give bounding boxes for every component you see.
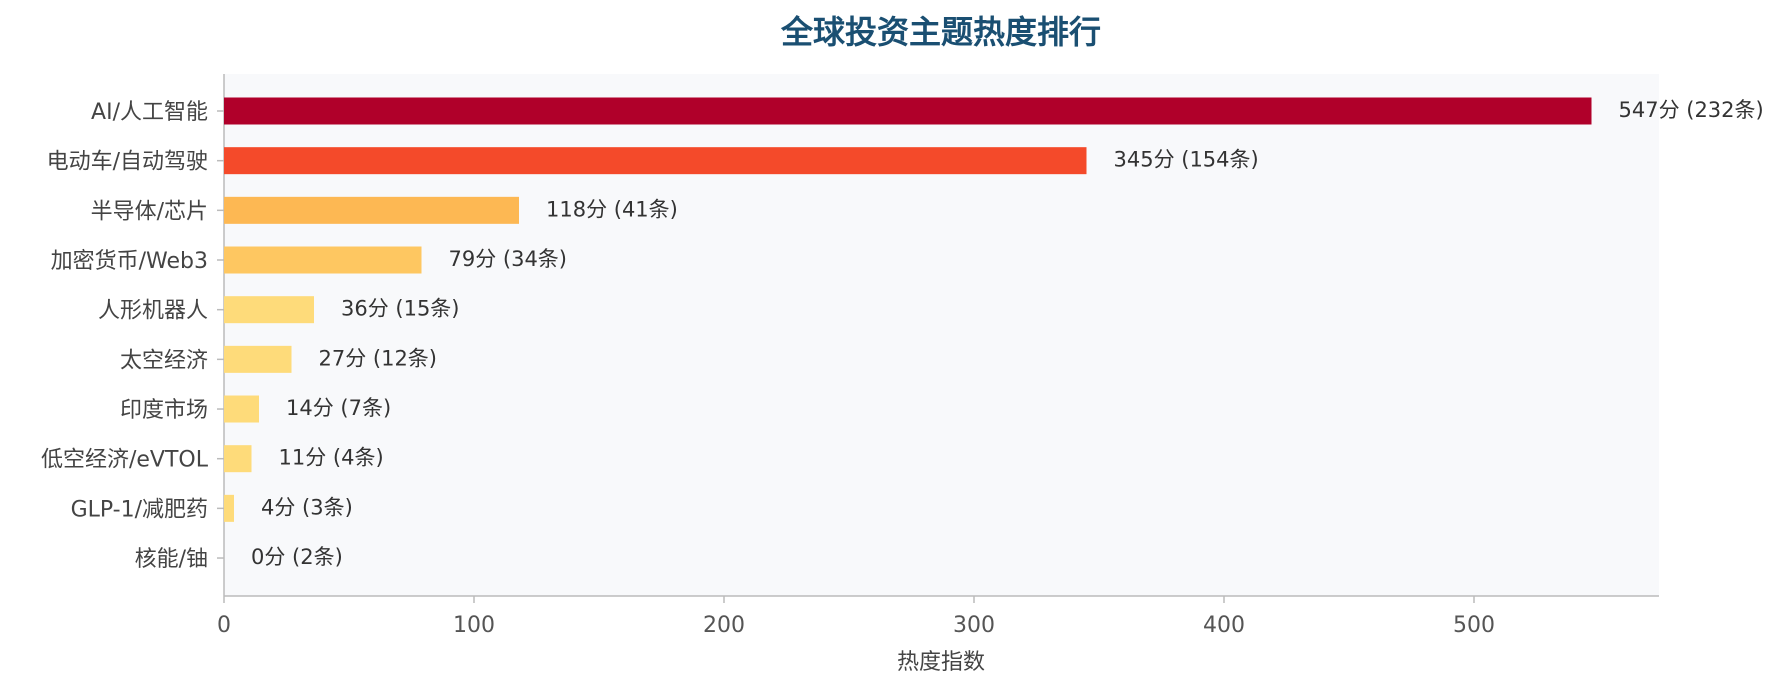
- y-tick-label: AI/人工智能: [91, 100, 208, 125]
- value-label: 36分 (15条): [341, 297, 460, 321]
- y-tick-label: 印度市场: [120, 398, 208, 423]
- bar: [224, 345, 292, 373]
- bar: [224, 395, 259, 423]
- value-label: 11分 (4条): [279, 446, 384, 470]
- value-label: 118分 (41条): [546, 197, 678, 221]
- bar: [224, 97, 1592, 125]
- x-axis-label: 热度指数: [897, 650, 985, 675]
- bar: [224, 196, 519, 224]
- x-tick-label: 500: [1453, 613, 1495, 638]
- value-label: 27分 (12条): [319, 346, 438, 370]
- y-tick-label: 太空经济: [120, 348, 208, 373]
- value-label: 4分 (3条): [261, 495, 353, 519]
- y-tick-label: 加密货币/Web3: [51, 249, 208, 274]
- bar: [224, 494, 234, 522]
- y-tick-label: 人形机器人: [98, 299, 208, 324]
- chart-title: 全球投资主题热度排行: [780, 13, 1101, 51]
- x-tick-label: 400: [1203, 613, 1245, 638]
- y-tick-label: 半导体/芯片: [91, 199, 208, 224]
- value-label: 0分 (2条): [251, 545, 343, 569]
- x-tick-label: 300: [953, 613, 995, 638]
- y-tick-label: GLP-1/减肥药: [71, 497, 208, 522]
- x-tick-label: 0: [217, 613, 231, 638]
- value-label: 79分 (34条): [449, 247, 568, 271]
- y-tick-label: 低空经济/eVTOL: [41, 448, 209, 473]
- bar: [224, 246, 422, 274]
- value-label: 345分 (154条): [1114, 148, 1259, 172]
- y-tick-label: 核能/铀: [135, 547, 208, 572]
- y-tick-label: 电动车/自动驾驶: [47, 150, 208, 175]
- value-label: 14分 (7条): [286, 396, 391, 420]
- x-tick-label: 200: [703, 613, 745, 638]
- x-tick-label: 100: [453, 613, 495, 638]
- bar: [224, 296, 314, 324]
- bar: [224, 147, 1087, 175]
- value-label: 547分 (232条): [1619, 98, 1764, 122]
- bar: [224, 445, 252, 473]
